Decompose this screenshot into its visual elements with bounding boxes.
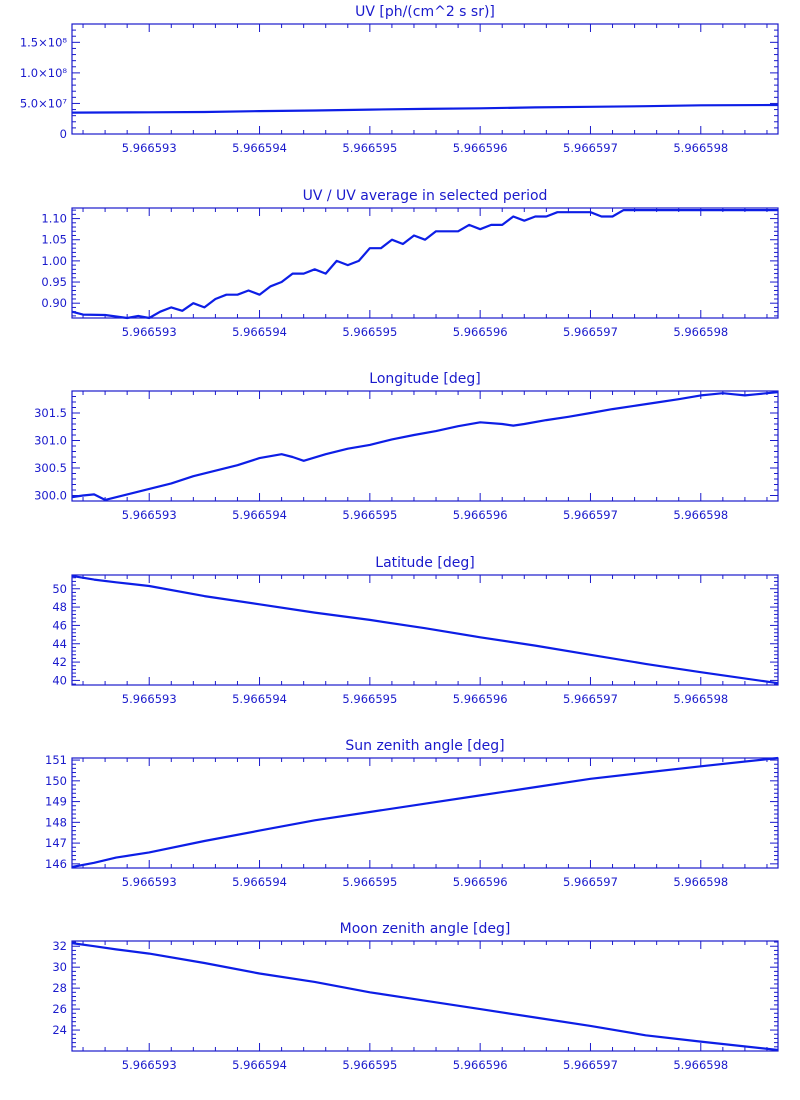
- x-tick-label: 5.966597: [563, 875, 618, 889]
- x-tick-label: 5.966596: [453, 875, 508, 889]
- y-tick-label: 301.0: [34, 434, 67, 448]
- y-tick-label: 30: [52, 960, 67, 974]
- y-tick-label: 300.0: [34, 489, 67, 503]
- x-tick-label: 5.966594: [232, 1058, 287, 1072]
- x-tick-label: 5.966596: [453, 141, 508, 155]
- chart-panel: UV / UV average in selected period 5.9665…: [41, 188, 779, 339]
- x-tick-label: 5.966597: [563, 141, 618, 155]
- y-tick-label: 1.10: [41, 212, 67, 226]
- chart-title: Longitude [deg]: [369, 371, 480, 387]
- x-tick-label: 5.966597: [563, 325, 618, 339]
- x-tick-label: 5.966595: [342, 508, 397, 522]
- x-tick-label: 5.966598: [673, 875, 728, 889]
- x-tick-label: 5.966593: [122, 692, 177, 706]
- x-tick-label: 5.966593: [122, 508, 177, 522]
- plot-frame: [71, 23, 779, 135]
- y-tick-label: 48: [52, 600, 67, 614]
- y-tick-label: 26: [52, 1002, 67, 1016]
- y-tick-label: 24: [52, 1023, 67, 1037]
- x-tick-label: 5.966596: [453, 1058, 508, 1072]
- x-tick-label: 5.966593: [122, 141, 177, 155]
- x-tick-label: 5.966598: [673, 692, 728, 706]
- y-tick-label: 149: [45, 795, 67, 809]
- y-tick-label: 0: [60, 127, 67, 141]
- x-tick-label: 5.966598: [673, 508, 728, 522]
- series-line: [71, 209, 778, 320]
- chart-panel: UV [ph/(cm^2 s sr)] 5.966593 5.966594 5.966…: [20, 4, 779, 155]
- chart-panel: Sun zenith angle [deg] 5.966593 5.966594 5.…: [45, 738, 779, 889]
- y-tick-label: 44: [52, 637, 67, 651]
- chart-title: Moon zenith angle [deg]: [340, 921, 511, 937]
- plot-frame: [71, 757, 779, 869]
- chart-panel: Moon zenith angle [deg] 5.966593 5.966594 5…: [52, 921, 779, 1072]
- chart-panel: Latitude [deg] 5.966593 5.966594 5.966595 5.…: [52, 555, 779, 706]
- x-tick-label: 5.966595: [342, 141, 397, 155]
- x-tick-label: 5.966597: [563, 692, 618, 706]
- plot-frame: [71, 940, 779, 1052]
- x-tick-label: 5.966595: [342, 1058, 397, 1072]
- y-tick-label: 1.5×10⁸: [20, 35, 68, 49]
- x-tick-label: 5.966597: [563, 1058, 618, 1072]
- chart-panel: Longitude [deg] 5.966593 5.966594 5.966595 5…: [34, 371, 779, 522]
- y-tick-label: 40: [52, 673, 67, 687]
- x-tick-label: 5.966595: [342, 325, 397, 339]
- series-line: [71, 574, 779, 685]
- y-tick-label: 151: [45, 753, 67, 767]
- x-tick-label: 5.966595: [342, 692, 397, 706]
- y-tick-label: 50: [52, 582, 67, 596]
- x-tick-label: 5.966594: [232, 692, 287, 706]
- x-tick-label: 5.966593: [122, 325, 177, 339]
- y-tick-label: 147: [45, 836, 67, 850]
- x-tick-label: 5.966597: [563, 508, 618, 522]
- y-tick-label: 46: [52, 618, 67, 632]
- y-tick-label: 28: [52, 981, 67, 995]
- chart-title: Latitude [deg]: [375, 555, 474, 571]
- y-tick-label: 1.00: [41, 254, 67, 268]
- plot-frame: [71, 574, 779, 686]
- x-tick-label: 5.966596: [453, 325, 508, 339]
- series-line: [71, 756, 779, 869]
- x-tick-label: 5.966595: [342, 875, 397, 889]
- y-tick-label: 301.5: [34, 406, 67, 420]
- series-line: [71, 942, 779, 1052]
- x-tick-label: 5.966594: [232, 141, 287, 155]
- x-tick-label: 5.966593: [122, 1058, 177, 1072]
- chart-title: UV [ph/(cm^2 s sr)]: [355, 4, 495, 20]
- x-tick-label: 5.966596: [453, 508, 508, 522]
- x-tick-label: 5.966598: [673, 1058, 728, 1072]
- y-tick-label: 148: [45, 815, 67, 829]
- y-tick-label: 42: [52, 655, 67, 669]
- x-tick-label: 5.966594: [232, 875, 287, 889]
- y-tick-label: 300.5: [34, 461, 67, 475]
- y-tick-label: 146: [45, 857, 67, 871]
- series-line: [71, 391, 779, 501]
- x-tick-label: 5.966593: [122, 875, 177, 889]
- y-tick-label: 32: [52, 939, 67, 953]
- x-tick-label: 5.966596: [453, 692, 508, 706]
- x-tick-label: 5.966598: [673, 141, 728, 155]
- y-tick-label: 0.95: [41, 275, 67, 289]
- x-tick-label: 5.966598: [673, 325, 728, 339]
- x-tick-label: 5.966594: [232, 508, 287, 522]
- plot-frame: [71, 390, 779, 502]
- y-tick-label: 0.90: [41, 296, 67, 310]
- plot-frame: [71, 207, 779, 319]
- y-tick-label: 1.0×10⁸: [20, 66, 68, 80]
- y-tick-label: 1.05: [41, 233, 67, 247]
- chart-title: UV / UV average in selected period: [303, 188, 548, 204]
- series-line: [71, 103, 779, 114]
- chart-title: Sun zenith angle [deg]: [345, 738, 504, 754]
- y-tick-label: 5.0×10⁷: [20, 96, 68, 110]
- y-tick-label: 150: [45, 774, 67, 788]
- x-tick-label: 5.966594: [232, 325, 287, 339]
